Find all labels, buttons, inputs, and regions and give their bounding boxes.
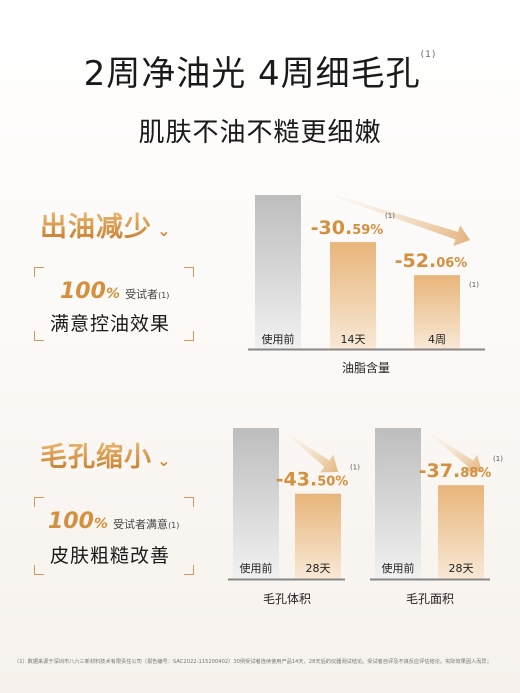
corner-decoration [184, 331, 194, 341]
bar-before [233, 428, 279, 579]
category-label: 28天 [449, 562, 474, 575]
bar-before [255, 195, 301, 349]
bar-after-1 [330, 242, 376, 349]
value-label: -30.59% [311, 217, 384, 239]
x-axis-label: 毛孔体积 [263, 592, 311, 606]
oil-percent-note: (1) [158, 291, 170, 300]
pore-card-text: 皮肤粗糙改善 [50, 545, 171, 567]
value-note: (1) [493, 455, 503, 463]
value-note: (1) [385, 212, 395, 220]
oil-result-card: 100% 受试者(1) 满意控油效果 [33, 266, 195, 342]
chevron-down-icon: ⌄ [157, 451, 171, 470]
section-pore-title: 毛孔缩小 [40, 442, 152, 473]
category-label: 使用前 [240, 561, 273, 575]
corner-decoration [34, 331, 44, 341]
trend-arrow-icon [432, 435, 482, 473]
main-title: 2周净油光 4周细毛孔(1) [0, 46, 520, 95]
value-note: (1) [469, 281, 479, 289]
x-axis-label: 油脂含量 [342, 360, 390, 375]
footnote: （1）数据来源于深圳市八六三新材料技术有限责任公司（报告编号：SAC2022-1… [14, 659, 492, 665]
chart-1: 使用前 28天 -43.50%(1) 毛孔体积 [228, 428, 360, 606]
main-title-note: (1) [420, 50, 437, 60]
chart-0: 使用前 14天-30.59%(1)4周-52.06%(1)油脂含量 [248, 195, 485, 375]
subtitle: 肌肤不油不糙更细嫩 [138, 118, 382, 148]
bar-after-1 [438, 485, 484, 579]
bar-after-1 [295, 493, 341, 579]
main-title-text: 2周净油光 4周细毛孔 [83, 54, 421, 94]
value-label: -37.88% [419, 460, 492, 482]
pore-result-card: 100% 受试者满意(1) 皮肤粗糙改善 [33, 496, 195, 576]
chart-2: 使用前 28天 -37.88%(1) 毛孔面积 [370, 428, 503, 606]
category-label: 使用前 [382, 561, 415, 575]
section-oil-title: 出油减少 [40, 212, 152, 243]
category-label: 28天 [306, 562, 331, 575]
section-pore-heading: 毛孔缩小 ⌄ [40, 435, 171, 474]
corner-decoration [34, 565, 44, 575]
corner-decoration [34, 497, 44, 507]
bar-after-2 [414, 275, 460, 349]
corner-decoration [34, 267, 44, 277]
corner-decoration [184, 497, 194, 507]
section-oil-heading: 出油减少 ⌄ [40, 205, 171, 244]
corner-decoration [184, 267, 194, 277]
bar-before [375, 428, 421, 579]
chevron-down-icon: ⌄ [157, 221, 171, 240]
category-label: 使用前 [262, 332, 295, 346]
value-label: -52.06% [395, 250, 468, 272]
pore-percent: 100% [48, 509, 108, 534]
oil-card-text: 满意控油效果 [50, 313, 171, 335]
pore-percent-sub: 受试者满意 [113, 518, 169, 531]
category-label: 14天 [341, 333, 366, 346]
pore-percent-note: (1) [168, 521, 180, 530]
value-note: (1) [350, 464, 360, 472]
x-axis-label: 毛孔面积 [406, 592, 454, 606]
trend-arrow-icon [334, 195, 471, 247]
trend-arrow-icon [289, 435, 339, 473]
oil-percent-sub: 受试者 [125, 288, 159, 301]
value-label: -43.50% [276, 469, 349, 491]
category-label: 4周 [428, 333, 446, 346]
corner-decoration [184, 565, 194, 575]
oil-percent: 100% [60, 279, 120, 304]
